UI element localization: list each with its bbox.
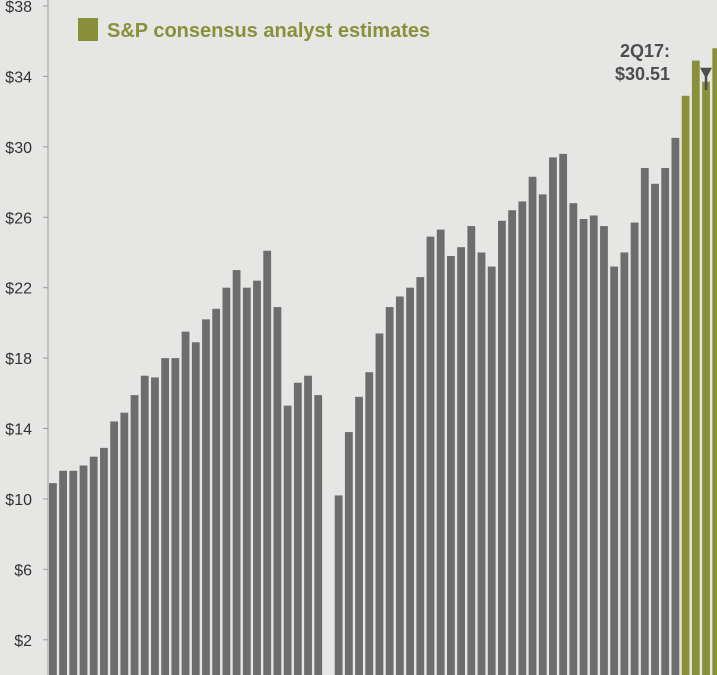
actual-bar [630, 222, 639, 675]
actual-bar [293, 382, 302, 675]
actual-bar [140, 375, 149, 675]
actual-bar [334, 495, 343, 675]
actual-bar [161, 358, 170, 675]
actual-bar [232, 270, 241, 675]
actual-bar [314, 395, 323, 675]
actual-bar [242, 287, 251, 675]
actual-bar [395, 296, 404, 675]
estimate-bar [712, 48, 717, 675]
y-tick-label: $22 [5, 281, 32, 298]
y-axis: $2 $6 $10 $14 $18 $22 $26 $30 $34 $38 [5, 0, 49, 675]
actual-bar [651, 183, 659, 675]
actual-bar [436, 229, 445, 675]
actual-bar [528, 176, 537, 675]
actual-bar [181, 331, 190, 675]
actual-bar [661, 167, 670, 675]
y-tick-label: $2 [14, 633, 32, 650]
y-tick-label: $34 [5, 69, 32, 86]
actual-bar [518, 201, 527, 675]
actual-bar [457, 247, 465, 675]
actual-bar [671, 137, 680, 675]
actual-bar [375, 333, 384, 675]
legend-swatch-estimates [78, 18, 98, 41]
actual-bar [202, 319, 210, 675]
y-tick-label: $6 [14, 562, 32, 579]
actual-bar [385, 307, 394, 675]
actual-bar [447, 255, 455, 675]
y-tick-label: $14 [5, 422, 32, 439]
actual-bar [283, 405, 292, 675]
actual-bar [69, 470, 78, 675]
actual-bar [589, 215, 598, 675]
actual-bar [549, 157, 557, 675]
actual-bar [477, 252, 486, 675]
actual-bar [538, 194, 547, 675]
estimate-bar [681, 95, 690, 675]
actual-bar [610, 266, 619, 675]
actual-bar [263, 250, 272, 675]
actual-bar [579, 219, 588, 675]
actual-bar [426, 236, 435, 675]
actual-bar [273, 307, 282, 675]
actual-bar [640, 167, 649, 675]
annotation-arrow-head [700, 67, 713, 79]
actual-bar [100, 447, 108, 675]
actual-bar [365, 372, 374, 675]
actual-bar [304, 375, 312, 675]
actual-bar [487, 266, 496, 675]
actual-bar [120, 412, 129, 675]
actual-bar [222, 287, 231, 675]
actual-bar [110, 421, 119, 675]
actual-bar [253, 280, 261, 675]
actual-bar [467, 226, 476, 675]
actual-bar [406, 287, 414, 675]
legend-label-estimates: S&P consensus analyst estimates [107, 20, 430, 42]
y-tick-label: $30 [5, 140, 32, 157]
actual-bar [130, 395, 139, 675]
annotation-label-value: $30.51 [615, 64, 670, 84]
actual-bar [49, 483, 57, 675]
legend: S&P consensus analyst estimates [78, 18, 430, 42]
actual-bar [344, 432, 353, 675]
actual-bar [79, 465, 88, 675]
actual-bar [151, 377, 159, 675]
actual-bar [569, 203, 578, 675]
actual-bar [59, 470, 67, 675]
annotation-label-period: 2Q17: [620, 41, 670, 61]
y-tick-label: $10 [5, 492, 32, 509]
actual-bar [171, 358, 180, 675]
actual-bar [89, 456, 98, 675]
actual-bar [620, 252, 629, 675]
actual-bar [191, 342, 200, 675]
actual-bar [355, 396, 363, 675]
y-tick-label: $38 [5, 0, 32, 16]
estimate-bar [691, 60, 700, 675]
actual-bar [416, 277, 425, 675]
actual-bar [498, 220, 506, 675]
estimate-bar [702, 81, 710, 675]
bars [49, 48, 717, 675]
actual-bar [212, 308, 221, 675]
actual-bar [508, 210, 517, 675]
y-tick-label: $18 [5, 351, 32, 368]
y-tick-label: $26 [5, 210, 32, 227]
annotation-2q17: 2Q17: $30.51 [615, 41, 713, 90]
actual-bar [600, 226, 608, 675]
actual-bar [559, 153, 568, 675]
